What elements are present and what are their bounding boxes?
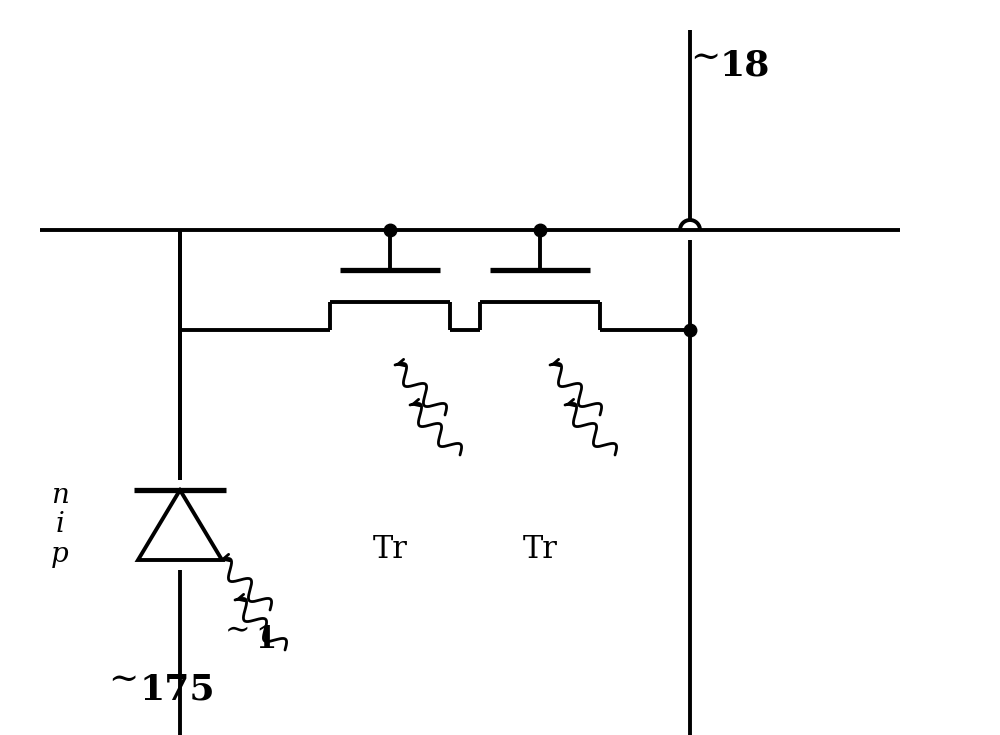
Text: 1: 1 <box>255 625 276 656</box>
Text: ∼: ∼ <box>225 614 250 645</box>
Text: p: p <box>51 542 69 568</box>
Text: i: i <box>56 512 64 539</box>
Text: ∼: ∼ <box>690 41 720 75</box>
Text: ∼: ∼ <box>108 663 138 697</box>
Text: 175: 175 <box>140 673 216 707</box>
Text: n: n <box>51 481 69 509</box>
Text: 18: 18 <box>720 48 770 82</box>
Text: Tr: Tr <box>373 534 407 565</box>
Text: Tr: Tr <box>523 534 557 565</box>
